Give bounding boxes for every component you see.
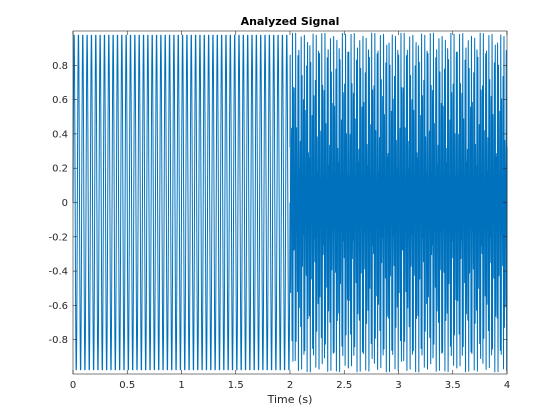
x-axis-ticks: 0 0.5 1 1.5 2 2.5 3 3.5 4 bbox=[70, 31, 510, 391]
y-axis-ticks: -0.8 -0.6 -0.4 -0.2 0 0.2 0.4 0.6 0.8 bbox=[48, 61, 507, 346]
y-tick-label: 0.2 bbox=[52, 164, 68, 175]
x-tick-label: 4 bbox=[504, 380, 510, 391]
signal-line bbox=[72, 34, 291, 371]
y-tick-label: 0.6 bbox=[52, 95, 68, 106]
x-tick-label: 1 bbox=[178, 380, 184, 391]
x-axis-label: Time (s) bbox=[267, 393, 313, 406]
signal-line bbox=[289, 32, 508, 373]
x-tick-label: 1.5 bbox=[228, 380, 244, 391]
x-tick-label: 0.5 bbox=[119, 380, 135, 391]
y-tick-label: -0.8 bbox=[48, 335, 68, 346]
x-tick-label: 0 bbox=[70, 380, 76, 391]
y-tick-label: 0.4 bbox=[52, 129, 68, 140]
x-tick-label: 3.5 bbox=[445, 380, 461, 391]
y-tick-label: 0 bbox=[62, 198, 68, 209]
x-tick-label: 2 bbox=[287, 380, 293, 391]
y-tick-label: 0.8 bbox=[52, 61, 68, 72]
chart-title: Analyzed Signal bbox=[241, 15, 340, 28]
signal-series bbox=[72, 32, 508, 373]
y-tick-label: -0.2 bbox=[48, 232, 68, 243]
x-tick-label: 3 bbox=[395, 380, 401, 391]
y-tick-label: -0.4 bbox=[48, 267, 68, 278]
x-tick-label: 2.5 bbox=[336, 380, 352, 391]
y-tick-label: -0.6 bbox=[48, 301, 68, 312]
